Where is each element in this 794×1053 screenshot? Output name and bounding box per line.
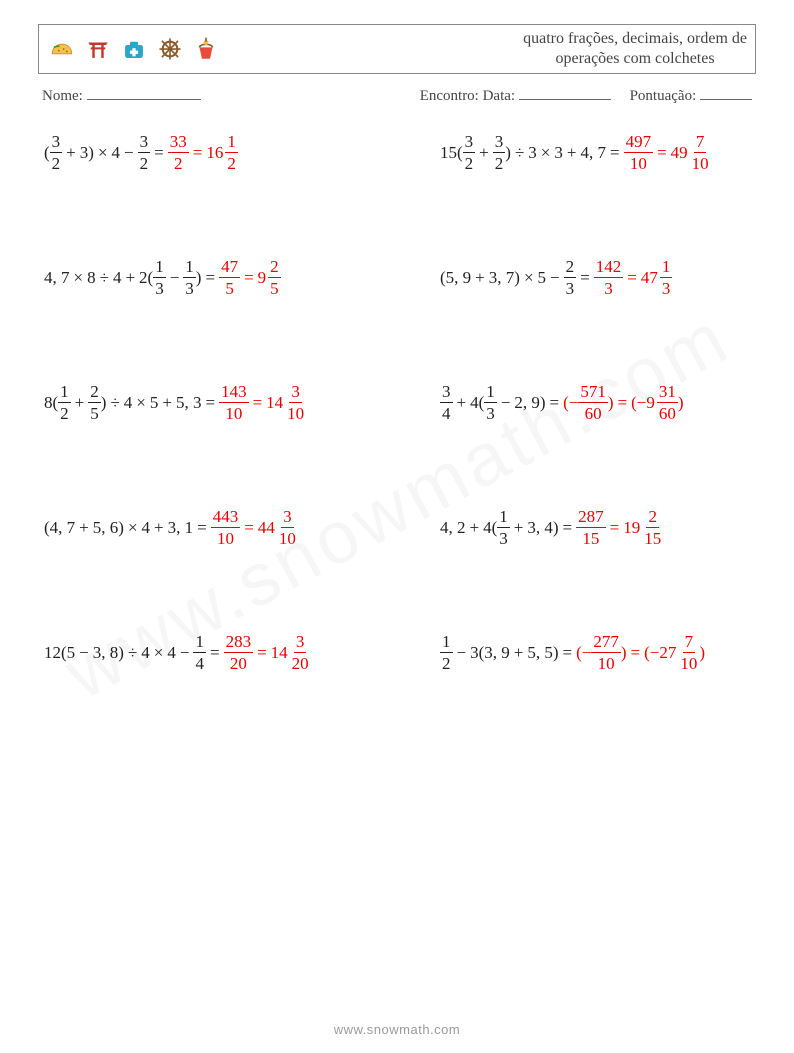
name-blank bbox=[87, 99, 201, 100]
problem: (4, 7+5, 6)×4+3, 1=44310=44310 bbox=[44, 508, 420, 547]
problem-row: (4, 7+5, 6)×4+3, 1=44310=44310 4, 2+4(13+… bbox=[44, 508, 756, 547]
problem-row: 12(5−3, 8)÷4×4−14=28320=14320 12−3(3, 9+5… bbox=[44, 633, 756, 672]
problem-row: 4, 7×8÷4+2(13−13)=475=925 (5, 9+3, 7)×5−2… bbox=[44, 258, 756, 297]
score-label: Pontuação: bbox=[630, 88, 697, 104]
problem: 4, 7×8÷4+2(13−13)=475=925 bbox=[44, 258, 420, 297]
icon-row bbox=[47, 34, 221, 64]
problem: 4, 2+4(13+3, 4)=28715=19215 bbox=[440, 508, 756, 547]
taco-icon bbox=[47, 34, 77, 64]
footer-link: www.snowmath.com bbox=[0, 1022, 794, 1037]
torii-icon bbox=[83, 34, 113, 64]
name-label: Nome: bbox=[42, 88, 83, 104]
name-field: Nome: bbox=[42, 88, 201, 105]
problem: (32+3)×4−32=332=1612 bbox=[44, 133, 420, 172]
problem-row: 8(12+25)÷4×5+5, 3=14310=14310 34+4(13−2, … bbox=[44, 383, 756, 422]
problem: 12(5−3, 8)÷4×4−14=28320=14320 bbox=[44, 633, 420, 672]
worksheet-header: quatro frações, decimais, ordem de opera… bbox=[38, 24, 756, 74]
meta-row: Nome: Encontro: Data: Pontuação: bbox=[38, 88, 756, 105]
problem: 12−3(3, 9+5, 5)=(−27710)=(−27710) bbox=[440, 633, 756, 672]
date-blank bbox=[519, 99, 611, 100]
problem: (5, 9+3, 7)×5−23=1423=4713 bbox=[440, 258, 756, 297]
title-line1: quatro frações, decimais, ordem de bbox=[523, 30, 747, 47]
encounter-field: Encontro: Data: Pontuação: bbox=[420, 88, 752, 105]
problem: 8(12+25)÷4×5+5, 3=14310=14310 bbox=[44, 383, 420, 422]
score-blank bbox=[700, 99, 752, 100]
title-line2: operações com colchetes bbox=[556, 50, 715, 67]
bucket-icon bbox=[191, 34, 221, 64]
problem: 15(32+32)÷3×3+4, 7=49710=49710 bbox=[440, 133, 756, 172]
problem-row: (32+3)×4−32=332=1612 15(32+32)÷3×3+4, 7=4… bbox=[44, 133, 756, 172]
problems-grid: (32+3)×4−32=332=1612 15(32+32)÷3×3+4, 7=4… bbox=[38, 133, 756, 672]
problem: 34+4(13−2, 9)=(−57160)=(−93160) bbox=[440, 383, 756, 422]
worksheet-title: quatro frações, decimais, ordem de opera… bbox=[523, 29, 747, 69]
medkit-icon bbox=[119, 34, 149, 64]
encounter-label: Encontro: Data: bbox=[420, 88, 515, 104]
wheel-icon bbox=[155, 34, 185, 64]
